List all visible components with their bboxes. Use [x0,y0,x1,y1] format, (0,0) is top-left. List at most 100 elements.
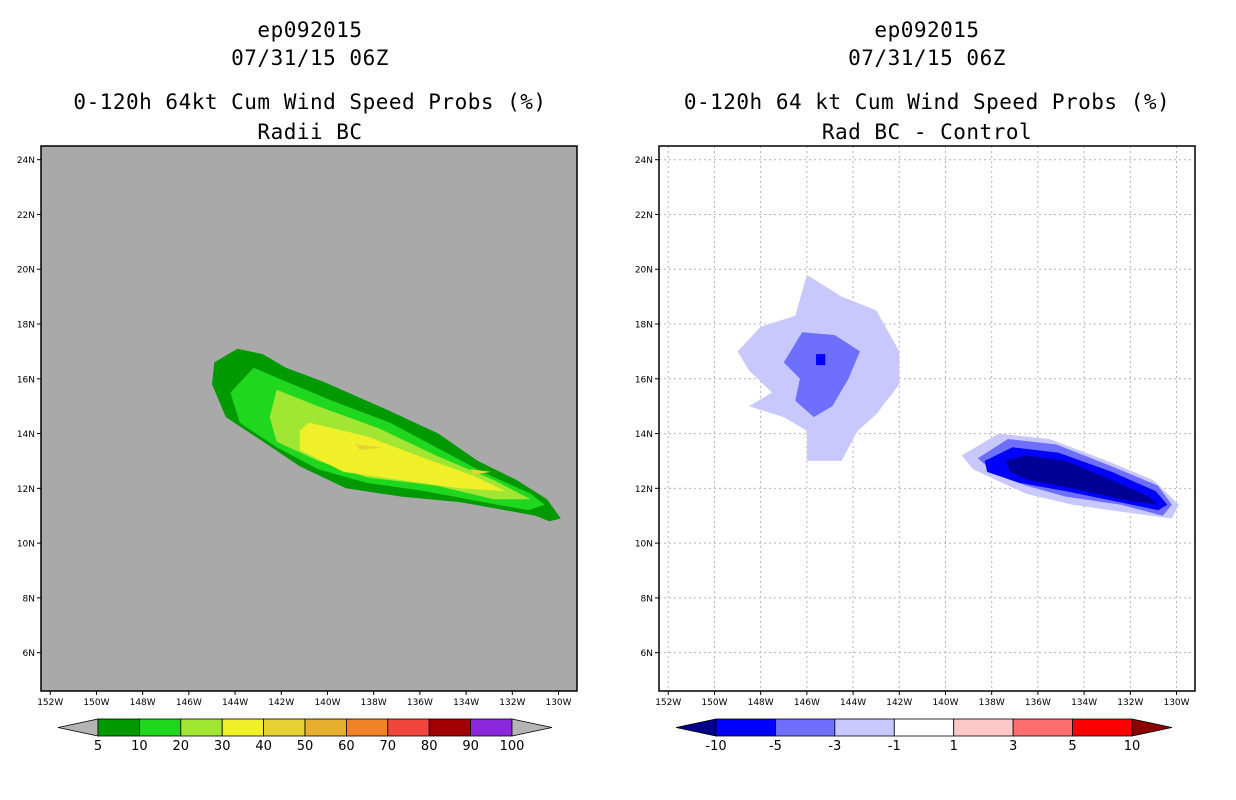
lon-tick-label: 130W [545,698,571,708]
colorbar-label: 3 [1009,739,1017,754]
right-colorbar: -10 -5 -3 -1 1 3 5 10 [675,718,1173,754]
colorbar-swatch [893,718,955,737]
lat-tick-label: 14N [635,430,653,440]
colorbar-swatch [180,718,223,737]
lon-tick-label: 136W [407,698,433,708]
left-map-panel: 24N 22N 20N 18N 16N 14N 12N 10N 8N 6N 152W 150W 148W… [17,145,578,708]
colorbar-label: 20 [173,739,190,754]
lon-tick-label: 142W [268,698,294,708]
colorbar-swatch [221,718,264,737]
lat-tick-label: 8N [23,594,35,604]
left-title-storm: ep092015 [257,18,363,42]
colorbar-swatch [715,718,776,737]
lon-tick-label: 152W [37,698,63,708]
colorbar-label: -10 [705,739,726,754]
lat-tick-label: 12N [17,485,35,495]
lon-tick-label: 138W [361,698,387,708]
lon-tick-label: 150W [83,698,109,708]
right-plot-background [659,146,1195,691]
colorbar-label: 5 [94,739,102,754]
colorbar-low-triangle [675,718,717,737]
colorbar-label: 90 [462,739,479,754]
colorbar-label: 60 [338,739,355,754]
colorbar-swatch [834,718,895,737]
colorbar-label: 100 [500,739,525,754]
colorbar-swatch [953,718,1014,737]
lon-tick-label: 144W [840,698,866,708]
lat-tick-label: 20N [17,266,35,276]
colorbar-swatch [345,718,389,737]
colorbar-label: -3 [828,739,841,754]
colorbar-label: -1 [888,739,901,754]
lat-tick-label: 12N [635,485,653,495]
lat-tick-label: 8N [641,594,653,604]
lat-tick-label: 22N [17,211,35,221]
colorbar-high-triangle [1131,718,1173,737]
lon-tick-label: 140W [932,698,958,708]
lat-tick-label: 24N [17,156,35,166]
contour-40 [470,469,492,475]
lat-tick-label: 22N [635,211,653,221]
lat-tick-label: 24N [635,156,653,166]
colorbar-label: 10 [131,739,148,754]
lon-tick-label: 134W [453,698,479,708]
lat-tick-label: 6N [641,649,653,659]
right-gridlines [659,146,1195,691]
lon-tick-label: 146W [176,698,202,708]
colorbar-swatch [304,718,347,737]
lon-tick-label: 148W [748,698,774,708]
lat-tick-label: 6N [23,649,35,659]
contour--10 [1005,455,1158,505]
right-title-date: 07/31/15 06Z [848,46,1006,70]
colorbar-low-triangle [57,718,99,737]
colorbar-label: 40 [255,739,272,754]
lat-tick-label: 20N [635,266,653,276]
left-title-sub: Radii BC [257,120,363,144]
contour-30 [299,422,506,492]
lon-tick-label: 132W [499,698,525,708]
colorbar-label: -5 [769,739,782,754]
colorbar-swatch [263,718,306,737]
colorbar-swatch [97,718,140,737]
contour--5 [816,354,826,366]
lon-tick-label: 152W [655,698,681,708]
lon-tick-label: 146W [794,698,820,708]
colorbar-label: 10 [1124,739,1141,754]
colorbar-label: 80 [421,739,438,754]
colorbar-label: 1 [950,739,958,754]
colorbar-swatch [1012,718,1073,737]
lon-tick-label: 142W [886,698,912,708]
lat-tick-label: 10N [17,540,35,550]
contour-40 [355,444,383,450]
left-title-date: 07/31/15 06Z [231,46,389,70]
contour-20 [269,389,531,500]
right-title-storm: ep092015 [874,18,980,42]
colorbar-swatch [428,718,472,737]
right-map-panel: 24N 22N 20N 18N 16N 14N 12N 10N 8N 6N 152W 150W 148W… [635,145,1196,708]
lon-tick-label: 132W [1117,698,1143,708]
colorbar-swatch [470,718,513,737]
lon-tick-label: 130W [1163,698,1189,708]
lon-tick-label: 138W [979,698,1005,708]
lat-tick-label: 16N [17,375,35,385]
colorbar-swatch [1072,718,1133,737]
right-title-sub: Rad BC - Control [821,120,1033,144]
colorbar-swatch [387,718,430,737]
colorbar-high-triangle [511,718,553,737]
lon-tick-label: 144W [222,698,248,708]
right-plot-frame [658,145,1196,692]
lon-tick-label: 134W [1071,698,1097,708]
colorbar-label: 30 [214,739,231,754]
right-title-main: 0-120h 64 kt Cum Wind Speed Probs (%) [683,90,1171,114]
colorbar-swatch [138,718,182,737]
contour--3 [783,332,860,418]
colorbar-label: 70 [380,739,397,754]
left-title-main: 0-120h 64kt Cum Wind Speed Probs (%) [73,90,547,114]
lat-tick-label: 14N [17,430,35,440]
lat-tick-label: 16N [635,375,653,385]
colorbar-label: 5 [1068,739,1076,754]
left-colorbar: 5 10 20 30 40 50 60 70 80 90 100 [57,718,553,754]
lat-tick-label: 18N [17,321,35,331]
colorbar-swatch [775,718,836,737]
left-plot-frame [40,145,578,692]
